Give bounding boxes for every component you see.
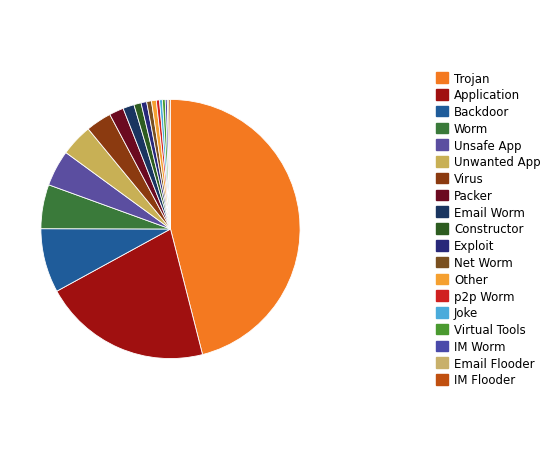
Wedge shape: [162, 101, 170, 230]
Wedge shape: [123, 106, 170, 230]
Wedge shape: [134, 104, 170, 230]
Wedge shape: [160, 101, 170, 230]
Wedge shape: [165, 100, 170, 230]
Wedge shape: [88, 115, 170, 230]
Wedge shape: [167, 100, 170, 230]
Wedge shape: [66, 129, 170, 230]
Wedge shape: [156, 101, 170, 230]
Wedge shape: [141, 102, 170, 230]
Wedge shape: [41, 229, 170, 291]
Wedge shape: [57, 230, 202, 359]
Wedge shape: [110, 109, 170, 230]
Wedge shape: [151, 101, 170, 230]
Wedge shape: [49, 153, 170, 230]
Wedge shape: [147, 101, 170, 230]
Wedge shape: [170, 100, 300, 355]
Wedge shape: [41, 185, 170, 230]
Wedge shape: [169, 100, 170, 230]
Legend: Trojan, Application, Backdoor, Worm, Unsafe App, Unwanted App, Virus, Packer, Em: Trojan, Application, Backdoor, Worm, Uns…: [433, 69, 544, 390]
